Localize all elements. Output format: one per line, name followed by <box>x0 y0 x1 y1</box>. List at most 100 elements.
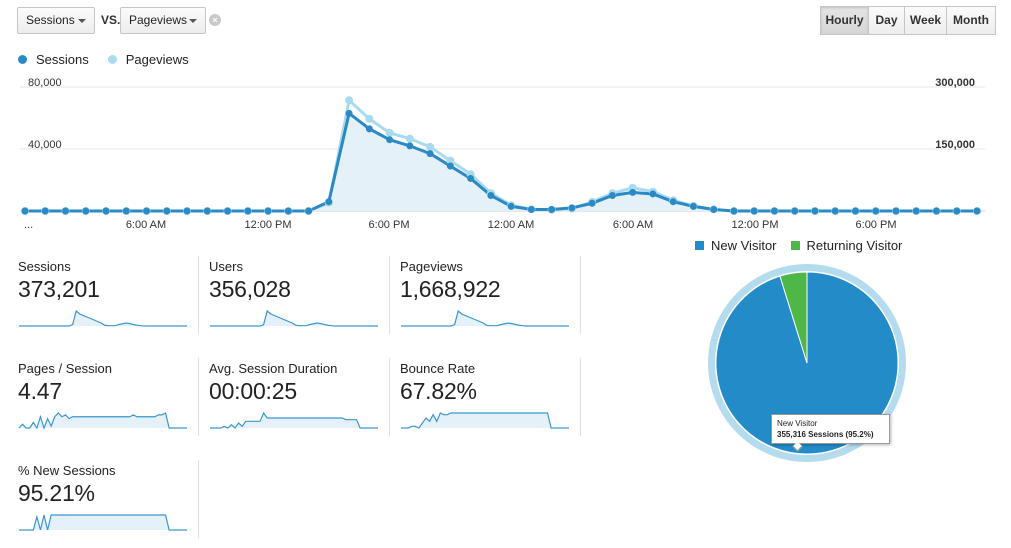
sessions-point <box>932 207 940 215</box>
tooltip-value: 355,316 Sessions (95.2%) <box>777 430 874 439</box>
chevron-down-icon <box>78 19 86 23</box>
sessions-point <box>791 207 799 215</box>
sessions-point <box>588 199 596 207</box>
sessions-point <box>325 198 333 206</box>
clear-comparison-icon[interactable]: × <box>209 14 221 26</box>
tooltip-title: New Visitor <box>777 419 818 428</box>
sessions-point <box>527 205 535 213</box>
sessions-point <box>21 207 29 215</box>
sessions-point <box>62 207 70 215</box>
pageviews-point <box>385 128 394 137</box>
sparkline-line <box>19 514 187 531</box>
legend-item-returning-visitor[interactable]: Returning Visitor <box>790 238 903 253</box>
period-month-button[interactable]: Month <box>946 6 996 35</box>
metric-pages-per-session[interactable]: Pages / Session 4.47 <box>18 358 199 436</box>
metric-sparkline <box>401 412 569 429</box>
y-right-tick-label: 300,000 <box>935 77 975 89</box>
metric-bounce-rate[interactable]: Bounce Rate 67.82% <box>400 358 581 436</box>
divider <box>580 256 581 334</box>
legend-item-pageviews[interactable]: Pageviews <box>107 52 189 67</box>
legend-item-new-visitor[interactable]: New Visitor <box>695 238 777 253</box>
sessions-point <box>264 207 272 215</box>
vs-label: VS. <box>101 13 121 27</box>
divider <box>198 358 199 436</box>
sessions-point <box>507 202 515 210</box>
returning-visitor-swatch-icon <box>790 241 800 250</box>
metric-sessions[interactable]: Sessions 373,201 <box>18 256 199 334</box>
metric-sparkline <box>19 309 187 327</box>
metric-sparkline <box>210 309 378 327</box>
metric-sparkline <box>401 309 569 327</box>
pageviews-point <box>446 156 455 165</box>
sessions-point <box>102 207 110 215</box>
legend-new-visitor-label: New Visitor <box>711 238 777 253</box>
y-left-tick-label: 40,000 <box>28 139 62 151</box>
metric-value: 356,028 <box>209 276 291 302</box>
sessions-point <box>669 198 677 206</box>
sessions-point <box>973 207 981 215</box>
chevron-down-icon <box>189 19 197 23</box>
new-visitor-swatch-icon <box>695 241 704 250</box>
metric-new-sessions[interactable]: % New Sessions 95.21% <box>18 460 199 538</box>
metric-pageviews[interactable]: Pageviews 1,668,922 <box>400 256 581 334</box>
sessions-line <box>25 110 977 213</box>
visitor-type-pie-chart[interactable] <box>707 263 907 463</box>
sessions-dot-icon <box>18 55 27 64</box>
sparkline-line <box>210 411 378 429</box>
x-tick-label: 6:00 PM <box>369 219 410 231</box>
metric-value: 373,201 <box>18 276 100 302</box>
metric-label: Pageviews <box>400 259 463 274</box>
x-tick-label: 6:00 PM <box>856 219 897 231</box>
sessions-point <box>649 190 657 198</box>
legend-returning-visitor-label: Returning Visitor <box>806 238 903 253</box>
sessions-point <box>487 192 495 199</box>
secondary-metric-dropdown[interactable]: Pageviews <box>120 7 206 34</box>
sessions-point <box>426 150 434 158</box>
x-tick-label: 12:00 PM <box>244 219 291 231</box>
secondary-metric-label: Pageviews <box>129 13 188 27</box>
sessions-pageviews-chart: 80,000 40,000 300,000 150,000... 6:00 AM 12:0… <box>20 77 985 231</box>
metric-label: % New Sessions <box>18 463 116 478</box>
metric-value: 67.82% <box>400 378 477 404</box>
pie-tooltip: New Visitor 355,316 Sessions (95.2%) <box>771 414 890 452</box>
sessions-point <box>446 162 454 170</box>
sessions-area <box>25 113 977 211</box>
sessions-point <box>770 207 778 215</box>
legend-item-sessions[interactable]: Sessions <box>18 52 89 67</box>
sessions-point <box>203 207 211 215</box>
sparkline-area <box>210 413 378 428</box>
period-hourly-button[interactable]: Hourly <box>820 6 869 35</box>
metric-value: 4.47 <box>18 378 62 404</box>
sessions-point <box>892 207 900 215</box>
metric-label: Users <box>209 259 243 274</box>
period-day-button[interactable]: Day <box>868 6 905 35</box>
divider <box>198 256 199 334</box>
x-tick-label: 12:00 AM <box>488 219 534 231</box>
pageviews-point <box>426 142 435 151</box>
sessions-point <box>183 207 191 215</box>
y-right-tick-label: 150,000 <box>935 139 975 151</box>
sessions-point <box>386 136 394 144</box>
primary-metric-dropdown[interactable]: Sessions <box>17 7 95 34</box>
metric-sparkline <box>18 412 187 430</box>
metric-sparkline <box>19 514 187 531</box>
y-left-tick-label: 80,000 <box>28 77 62 89</box>
sessions-point <box>122 207 130 215</box>
metric-value: 00:00:25 <box>209 378 297 404</box>
metric-value: 95.21% <box>18 480 95 506</box>
sessions-point <box>730 207 738 215</box>
sessions-point <box>41 207 49 215</box>
pageviews-point <box>405 134 414 143</box>
sparkline-line <box>19 309 187 327</box>
sessions-point <box>912 207 920 215</box>
sessions-point <box>345 109 353 117</box>
pageviews-dot-icon <box>107 55 117 64</box>
metric-avg-session-duration[interactable]: Avg. Session Duration 00:00:25 <box>209 358 390 436</box>
sessions-point <box>629 188 637 196</box>
period-week-button[interactable]: Week <box>904 6 947 35</box>
sessions-point <box>872 207 880 215</box>
metric-users[interactable]: Users 356,028 <box>209 256 390 334</box>
sessions-point <box>163 207 171 215</box>
divider <box>580 358 581 436</box>
divider <box>389 256 390 334</box>
